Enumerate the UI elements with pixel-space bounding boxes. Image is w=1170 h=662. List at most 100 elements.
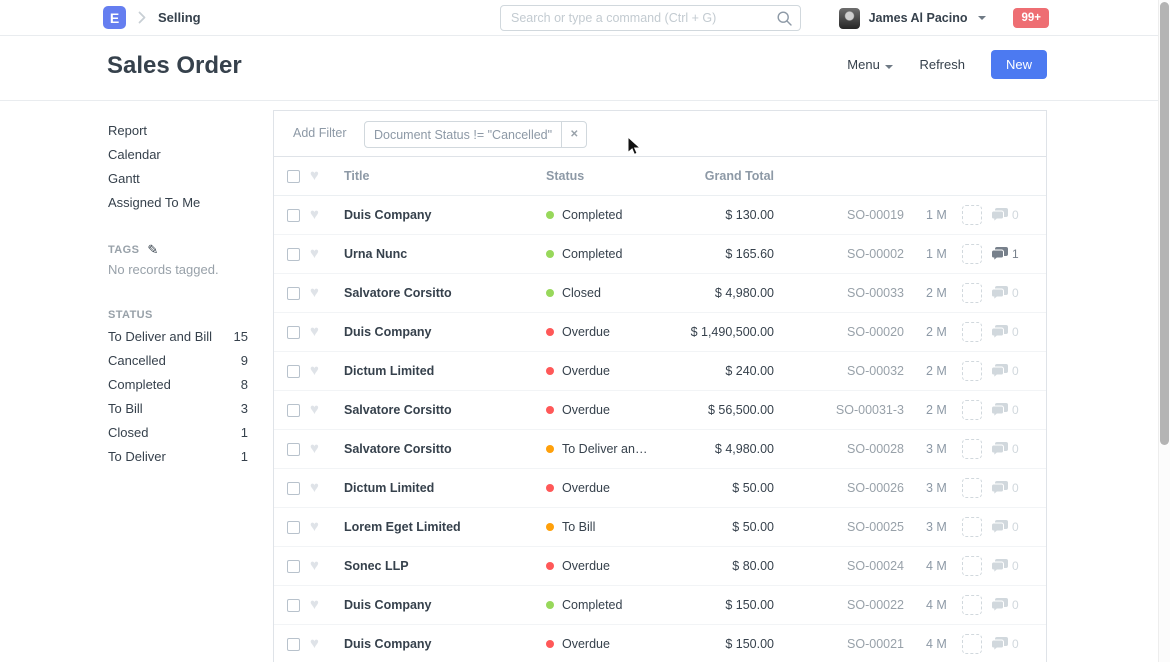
like-icon[interactable]: ♥ <box>310 245 319 262</box>
remove-filter-icon[interactable]: ✕ <box>561 122 586 147</box>
like-filter-icon[interactable]: ♥ <box>310 167 319 184</box>
like-icon[interactable]: ♥ <box>310 596 319 613</box>
status-filter-to-deliver[interactable]: To Deliver 1 <box>108 445 248 469</box>
table-row[interactable]: ♥ Dictum Limited Overdue $ 240.00 SO-000… <box>274 352 1046 391</box>
table-row[interactable]: ♥ Duis Company Completed $ 130.00 SO-000… <box>274 196 1046 235</box>
sidebar-item-gantt[interactable]: Gantt <box>108 171 140 186</box>
row-checkbox[interactable] <box>287 326 300 339</box>
row-title[interactable]: Dictum Limited <box>344 481 435 495</box>
table-row[interactable]: ♥ Urna Nunc Completed $ 165.60 SO-00002 … <box>274 235 1046 274</box>
status-cell: Completed <box>546 598 622 612</box>
like-icon[interactable]: ♥ <box>310 284 319 301</box>
row-title[interactable]: Salvatore Corsitto <box>344 286 452 300</box>
sidebar-item-calendar[interactable]: Calendar <box>108 147 161 162</box>
comment-count-value: 1 <box>1012 247 1019 261</box>
grand-total-value: $ 150.00 <box>725 598 774 612</box>
assign-placeholder[interactable] <box>962 478 982 498</box>
like-icon[interactable]: ♥ <box>310 557 319 574</box>
table-row[interactable]: ♥ Duis Company Overdue $ 1,490,500.00 SO… <box>274 313 1046 352</box>
row-checkbox[interactable] <box>287 443 300 456</box>
row-title[interactable]: Urna Nunc <box>344 247 408 261</box>
assign-placeholder[interactable] <box>962 556 982 576</box>
table-row[interactable]: ♥ Dictum Limited Overdue $ 50.00 SO-0002… <box>274 469 1046 508</box>
row-checkbox[interactable] <box>287 482 300 495</box>
column-header-status[interactable]: Status <box>546 169 585 183</box>
add-filter-button[interactable]: Add Filter <box>293 126 347 140</box>
notifications-badge[interactable]: 99+ <box>1013 8 1049 28</box>
table-row[interactable]: ♥ Sonec LLP Overdue $ 80.00 SO-00024 4 M… <box>274 547 1046 586</box>
assign-placeholder[interactable] <box>962 595 982 615</box>
breadcrumb[interactable]: Selling <box>158 10 201 25</box>
assign-placeholder[interactable] <box>962 283 982 303</box>
search-input[interactable] <box>511 6 766 30</box>
status-filter-to-bill[interactable]: To Bill 3 <box>108 397 248 421</box>
refresh-button[interactable]: Refresh <box>919 57 965 72</box>
table-row[interactable]: ♥ Salvatore Corsitto Overdue $ 56,500.00… <box>274 391 1046 430</box>
like-icon[interactable]: ♥ <box>310 440 319 457</box>
row-title[interactable]: Duis Company <box>344 637 432 651</box>
row-checkbox[interactable] <box>287 521 300 534</box>
row-title[interactable]: Duis Company <box>344 208 432 222</box>
row-checkbox[interactable] <box>287 365 300 378</box>
column-header-title[interactable]: Title <box>344 169 370 183</box>
assign-placeholder[interactable] <box>962 361 982 381</box>
table-row[interactable]: ♥ Salvatore Corsitto Closed $ 4,980.00 S… <box>274 274 1046 313</box>
table-row[interactable]: ♥ Salvatore Corsitto To Deliver an… $ 4,… <box>274 430 1046 469</box>
scrollbar-thumb[interactable] <box>1160 2 1169 445</box>
row-title[interactable]: Duis Company <box>344 325 432 339</box>
active-filter-chip[interactable]: Document Status != "Cancelled" ✕ <box>364 121 588 148</box>
assign-placeholder[interactable] <box>962 634 982 654</box>
sidebar-item-assigned-to-me[interactable]: Assigned To Me <box>108 195 201 210</box>
edit-tags-icon[interactable]: ✎ <box>147 242 159 257</box>
avatar[interactable] <box>838 7 860 29</box>
comment-count: 0 <box>991 442 1019 456</box>
row-checkbox[interactable] <box>287 209 300 222</box>
status-dot-icon <box>546 484 554 492</box>
status-filter-to-deliver-and-bill[interactable]: To Deliver and Bill 15 <box>108 325 248 349</box>
assign-placeholder[interactable] <box>962 205 982 225</box>
like-icon[interactable]: ♥ <box>310 323 319 340</box>
column-header-grand-total[interactable]: Grand Total <box>704 169 774 183</box>
like-icon[interactable]: ♥ <box>310 635 319 652</box>
comment-count-value: 0 <box>1012 559 1019 573</box>
status-filter-closed[interactable]: Closed 1 <box>108 421 248 445</box>
status-filter-cancelled[interactable]: Cancelled 9 <box>108 349 248 373</box>
row-checkbox[interactable] <box>287 404 300 417</box>
row-title[interactable]: Salvatore Corsitto <box>344 403 452 417</box>
user-menu[interactable]: James Al Pacino 99+ <box>838 5 1049 31</box>
row-checkbox[interactable] <box>287 638 300 651</box>
row-title[interactable]: Dictum Limited <box>344 364 435 378</box>
filter-chip-label[interactable]: Document Status != "Cancelled" <box>374 127 553 142</box>
search-icon[interactable] <box>777 11 792 26</box>
sidebar-item-report[interactable]: Report <box>108 123 148 138</box>
assign-placeholder[interactable] <box>962 439 982 459</box>
like-icon[interactable]: ♥ <box>310 479 319 496</box>
table-row[interactable]: ♥ Lorem Eget Limited To Bill $ 50.00 SO-… <box>274 508 1046 547</box>
select-all-checkbox[interactable] <box>287 170 300 183</box>
row-checkbox[interactable] <box>287 599 300 612</box>
row-checkbox[interactable] <box>287 248 300 261</box>
status-filter-completed[interactable]: Completed 8 <box>108 373 248 397</box>
tags-section-heading: TAGS ✎ <box>108 242 158 258</box>
assign-placeholder[interactable] <box>962 517 982 537</box>
like-icon[interactable]: ♥ <box>310 206 319 223</box>
menu-button[interactable]: Menu <box>847 57 894 72</box>
row-checkbox[interactable] <box>287 560 300 573</box>
like-icon[interactable]: ♥ <box>310 518 319 535</box>
assign-placeholder[interactable] <box>962 400 982 420</box>
row-title[interactable]: Salvatore Corsitto <box>344 442 452 456</box>
assign-placeholder[interactable] <box>962 322 982 342</box>
new-button[interactable]: New <box>990 50 1047 79</box>
like-icon[interactable]: ♥ <box>310 362 319 379</box>
scrollbar-track[interactable] <box>1158 0 1170 662</box>
table-header-row: ♥ Title Status Grand Total <box>274 157 1046 196</box>
table-row[interactable]: ♥ Duis Company Overdue $ 150.00 SO-00021… <box>274 625 1046 662</box>
row-checkbox[interactable] <box>287 287 300 300</box>
app-logo[interactable]: E <box>103 6 126 29</box>
row-title[interactable]: Lorem Eget Limited <box>344 520 461 534</box>
assign-placeholder[interactable] <box>962 244 982 264</box>
row-title[interactable]: Sonec LLP <box>344 559 409 573</box>
table-row[interactable]: ♥ Duis Company Completed $ 150.00 SO-000… <box>274 586 1046 625</box>
row-title[interactable]: Duis Company <box>344 598 432 612</box>
like-icon[interactable]: ♥ <box>310 401 319 418</box>
